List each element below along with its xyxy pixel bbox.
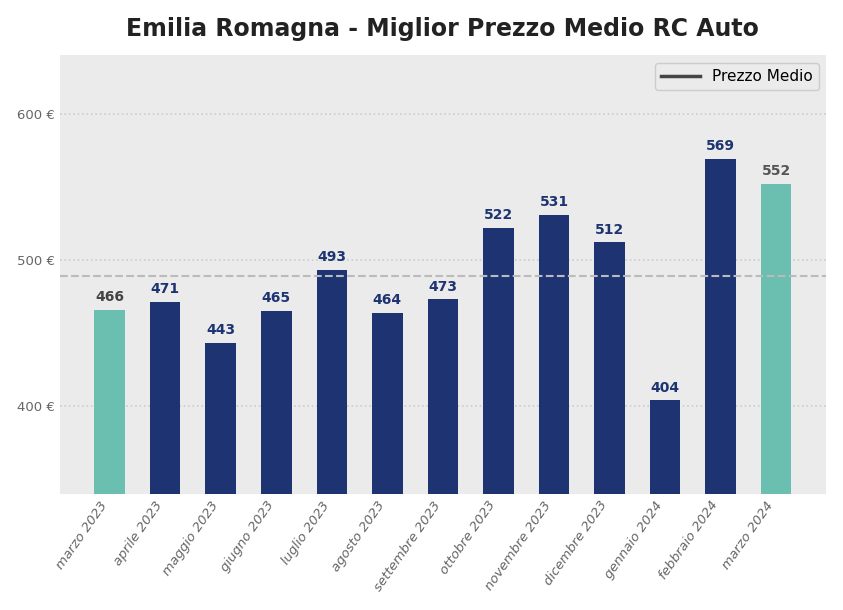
Text: 569: 569 bbox=[706, 139, 735, 153]
Text: 471: 471 bbox=[151, 282, 180, 296]
Bar bbox=[150, 303, 180, 610]
Text: 512: 512 bbox=[595, 223, 624, 237]
Bar bbox=[706, 159, 736, 610]
Legend: Prezzo Medio: Prezzo Medio bbox=[655, 63, 819, 90]
Text: 552: 552 bbox=[761, 164, 791, 178]
Text: 493: 493 bbox=[317, 250, 346, 264]
Text: 466: 466 bbox=[95, 290, 124, 304]
Bar bbox=[94, 310, 125, 610]
Bar bbox=[594, 242, 625, 610]
Bar bbox=[372, 312, 403, 610]
Text: 464: 464 bbox=[373, 293, 402, 307]
Bar bbox=[761, 184, 792, 610]
Text: 473: 473 bbox=[428, 279, 458, 293]
Text: 522: 522 bbox=[484, 208, 513, 222]
Bar bbox=[650, 400, 680, 610]
Bar bbox=[206, 343, 236, 610]
Text: 465: 465 bbox=[261, 291, 291, 305]
Text: 443: 443 bbox=[207, 323, 235, 337]
Bar bbox=[483, 228, 513, 610]
Title: Emilia Romagna - Miglior Prezzo Medio RC Auto: Emilia Romagna - Miglior Prezzo Medio RC… bbox=[126, 16, 760, 41]
Bar bbox=[427, 300, 459, 610]
Text: 404: 404 bbox=[651, 381, 679, 395]
Bar bbox=[317, 270, 347, 610]
Bar bbox=[539, 215, 569, 610]
Bar bbox=[261, 311, 292, 610]
Text: 531: 531 bbox=[540, 195, 568, 209]
